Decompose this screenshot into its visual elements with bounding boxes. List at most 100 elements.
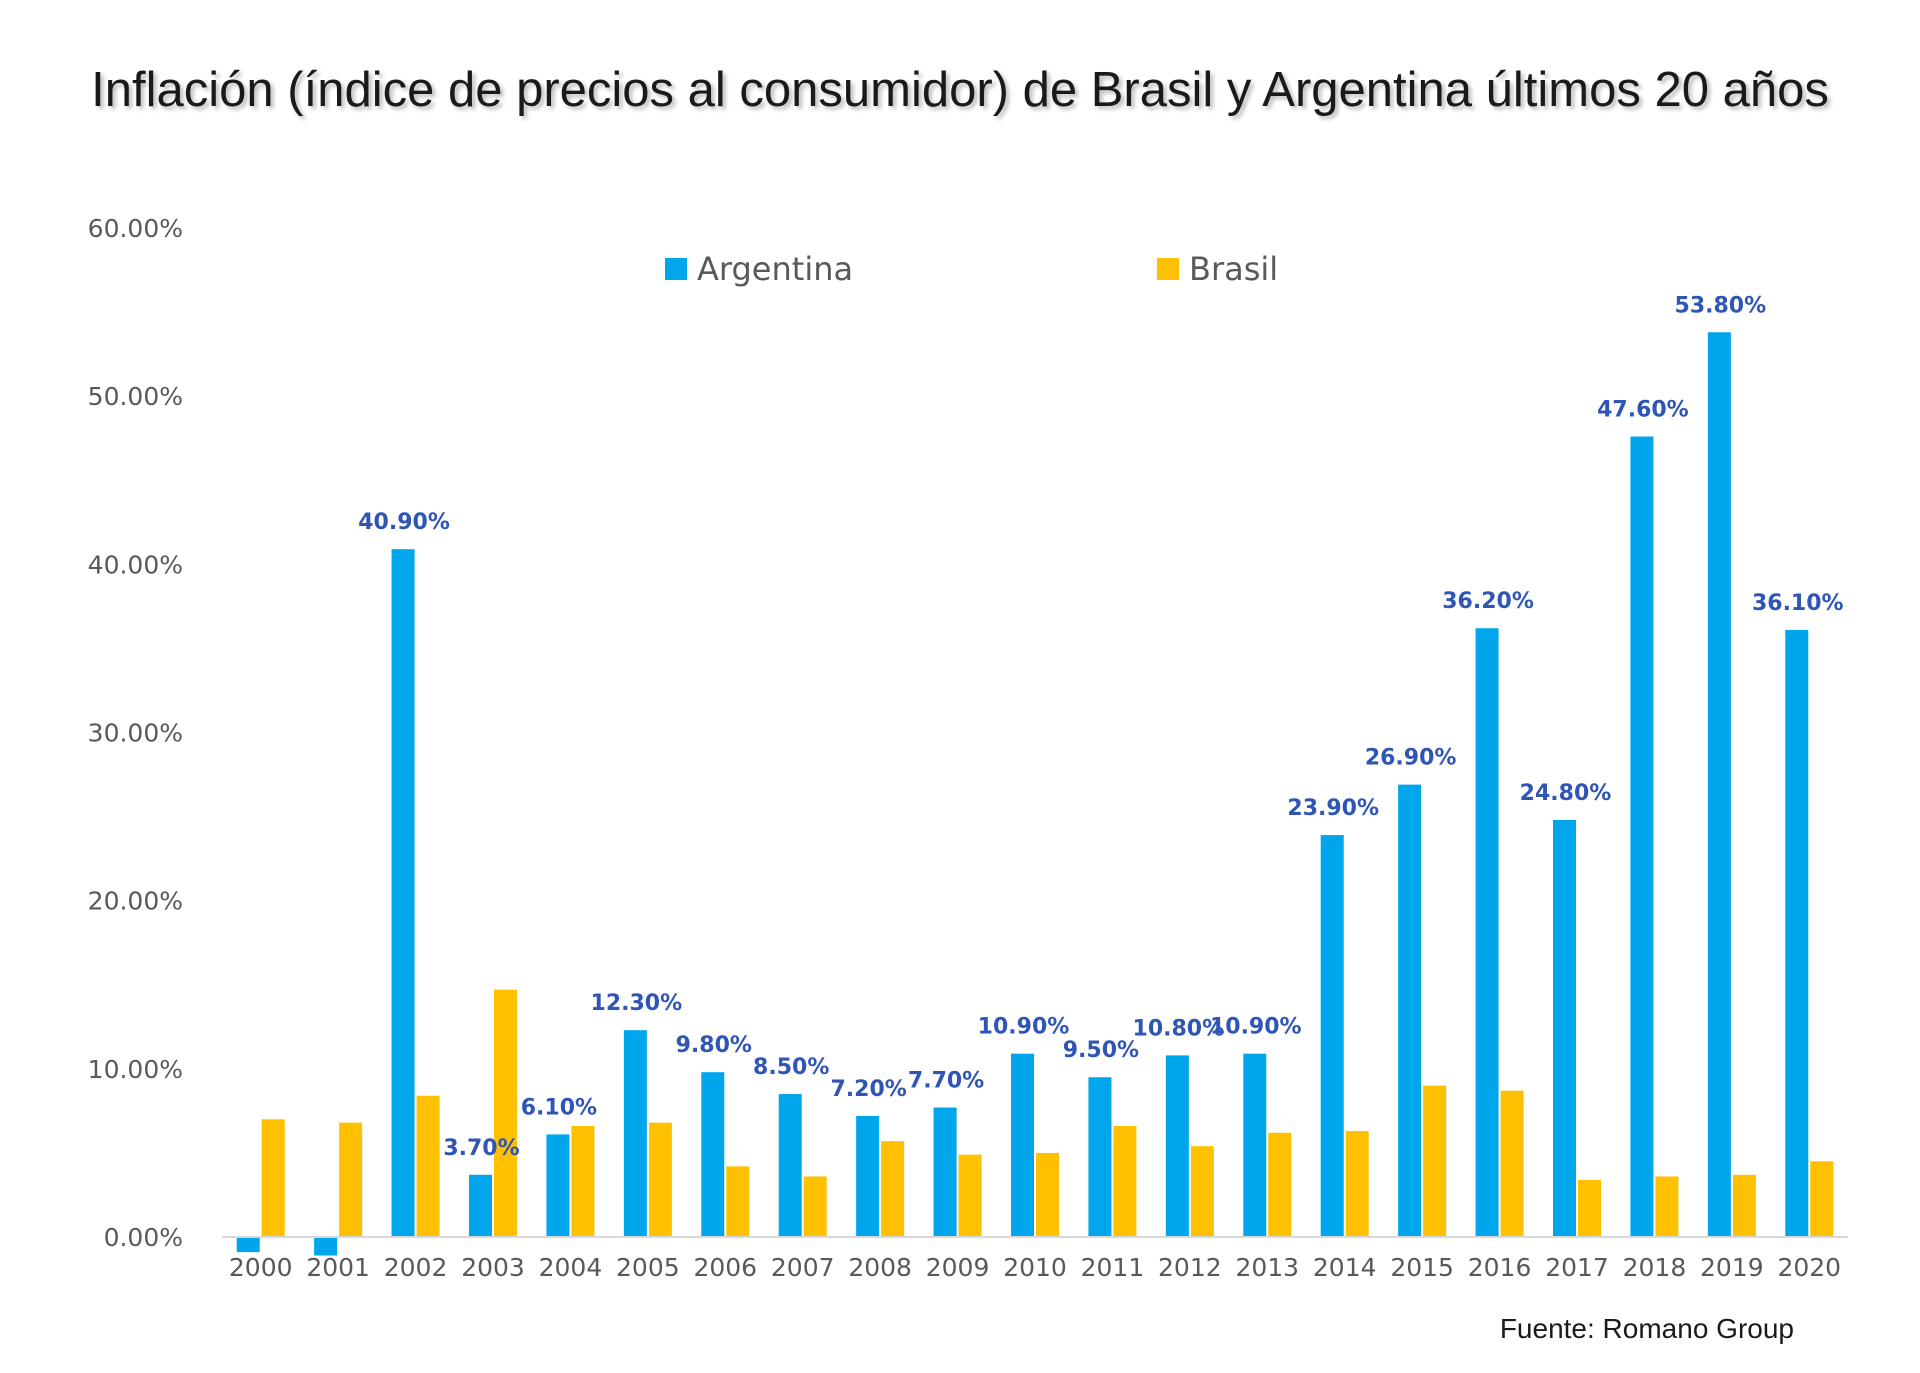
x-tick-label: 2017 [1545, 1253, 1609, 1282]
brasil-bar [1810, 1161, 1834, 1237]
data-label: 7.20% [830, 1077, 906, 1102]
argentina-bar [1785, 629, 1809, 1237]
x-tick-label: 2020 [1777, 1253, 1841, 1282]
brasil-bar [571, 1126, 595, 1237]
argentina-bar [1165, 1055, 1189, 1237]
data-label: 6.10% [521, 1095, 597, 1120]
y-axis: 0.00% 10.00% 20.00% 30.00% 40.00% 50.00% 60.00… [88, 214, 183, 1252]
brasil-bar [1578, 1179, 1601, 1237]
argentina-bar [1088, 1077, 1112, 1237]
x-tick-label: 2015 [1390, 1253, 1454, 1282]
y-tick-label: 0.00% [104, 1223, 183, 1252]
brasil-bar [1732, 1174, 1756, 1237]
legend-swatch-argentina [665, 258, 687, 280]
brasil-bar [1655, 1176, 1679, 1237]
argentina-bar [469, 1174, 492, 1237]
x-tick-label: 2002 [384, 1253, 448, 1282]
argentina-bar [1630, 436, 1654, 1237]
x-tick-label: 2009 [926, 1253, 990, 1282]
legend-label-brasil: Brasil [1189, 250, 1278, 288]
x-tick-label: 2012 [1158, 1253, 1222, 1282]
brasil-bar [1113, 1126, 1137, 1237]
argentina-bar [1320, 835, 1344, 1237]
data-label: 8.50% [753, 1055, 829, 1080]
x-tick-label: 2013 [1235, 1253, 1299, 1282]
argentina-bar [701, 1072, 725, 1237]
brasil-bar [261, 1119, 285, 1237]
brasil-bar [881, 1141, 905, 1237]
data-label: 36.10% [1752, 591, 1844, 616]
y-tick-label: 50.00% [88, 382, 183, 411]
argentina-bar [1398, 784, 1422, 1237]
y-tick-label: 40.00% [88, 550, 183, 579]
x-tick-label: 2011 [1081, 1253, 1145, 1282]
data-label: 23.90% [1287, 796, 1379, 821]
y-tick-label: 20.00% [88, 887, 183, 916]
data-label: 12.30% [591, 991, 683, 1016]
data-label: 26.90% [1365, 746, 1457, 771]
brasil-bar [726, 1166, 750, 1237]
argentina-bar [314, 1237, 338, 1256]
data-labels: 40.90% 3.70%6.10% 12.30% 9.80%8.50%7.20% 7.7… [358, 293, 1843, 1161]
brasil-bar [648, 1122, 672, 1237]
data-label: 3.70% [443, 1136, 519, 1161]
data-label: 40.90% [358, 510, 450, 535]
x-tick-label: 2018 [1623, 1253, 1687, 1282]
argentina-bar [933, 1107, 957, 1237]
data-label: 47.60% [1597, 398, 1689, 423]
argentina-bar [1475, 628, 1499, 1237]
data-label: 7.70% [908, 1069, 984, 1094]
brasil-bar [803, 1176, 827, 1237]
argentina-bar [856, 1115, 880, 1237]
y-tick-label: 10.00% [88, 1055, 183, 1084]
data-label: 9.80% [676, 1033, 752, 1058]
data-label: 9.50% [1063, 1038, 1139, 1063]
data-label: 10.90% [1210, 1015, 1302, 1040]
brasil-bar [1190, 1146, 1214, 1237]
legend-label-argentina: Argentina [697, 250, 853, 288]
argentina-bar [391, 549, 415, 1237]
x-tick-label: 2008 [848, 1253, 912, 1282]
legend: Argentina Brasil [665, 250, 1278, 288]
source-note: Fuente: Romano Group [1499, 1313, 1794, 1344]
x-tick-label: 2010 [1003, 1253, 1067, 1282]
chart-title: Inflación (índice de precios al consumid… [91, 63, 1829, 117]
brasil-bar [494, 989, 517, 1237]
argentina-bar [1553, 819, 1576, 1237]
argentina-bar [546, 1134, 570, 1237]
bar-series [236, 332, 1834, 1256]
x-tick-label: 2001 [306, 1253, 370, 1282]
x-tick-label: 2014 [1313, 1253, 1377, 1282]
legend-swatch-brasil [1157, 258, 1179, 280]
brasil-bar [416, 1095, 440, 1237]
x-tick-label: 2006 [693, 1253, 757, 1282]
brasil-bar [1500, 1090, 1524, 1237]
argentina-bar [778, 1094, 802, 1237]
brasil-bar [1036, 1152, 1059, 1237]
data-label: 36.20% [1442, 589, 1534, 614]
data-label: 53.80% [1675, 293, 1767, 318]
x-tick-label: 2003 [461, 1253, 525, 1282]
y-tick-label: 30.00% [88, 719, 183, 748]
argentina-bar [623, 1030, 647, 1237]
argentina-bar [1011, 1053, 1034, 1237]
x-tick-label: 2005 [616, 1253, 680, 1282]
x-tick-label: 2016 [1468, 1253, 1532, 1282]
brasil-bar [339, 1122, 363, 1237]
x-axis: 2000 2001 2002 2003 2004 2005 2006 2007 2008 2009… [229, 1253, 1841, 1282]
argentina-bar [1243, 1053, 1267, 1237]
argentina-bar [236, 1237, 260, 1253]
x-tick-label: 2007 [771, 1253, 835, 1282]
x-tick-label: 2004 [539, 1253, 603, 1282]
argentina-bar [1707, 332, 1731, 1238]
data-label: 10.80% [1133, 1016, 1225, 1041]
data-label: 24.80% [1520, 781, 1612, 806]
brasil-bar [1345, 1131, 1369, 1237]
brasil-bar [1423, 1085, 1447, 1237]
x-tick-label: 2019 [1700, 1253, 1764, 1282]
brasil-bar [958, 1154, 982, 1237]
data-label: 10.90% [978, 1015, 1070, 1040]
x-tick-label: 2000 [229, 1253, 293, 1282]
y-tick-label: 60.00% [88, 214, 183, 243]
